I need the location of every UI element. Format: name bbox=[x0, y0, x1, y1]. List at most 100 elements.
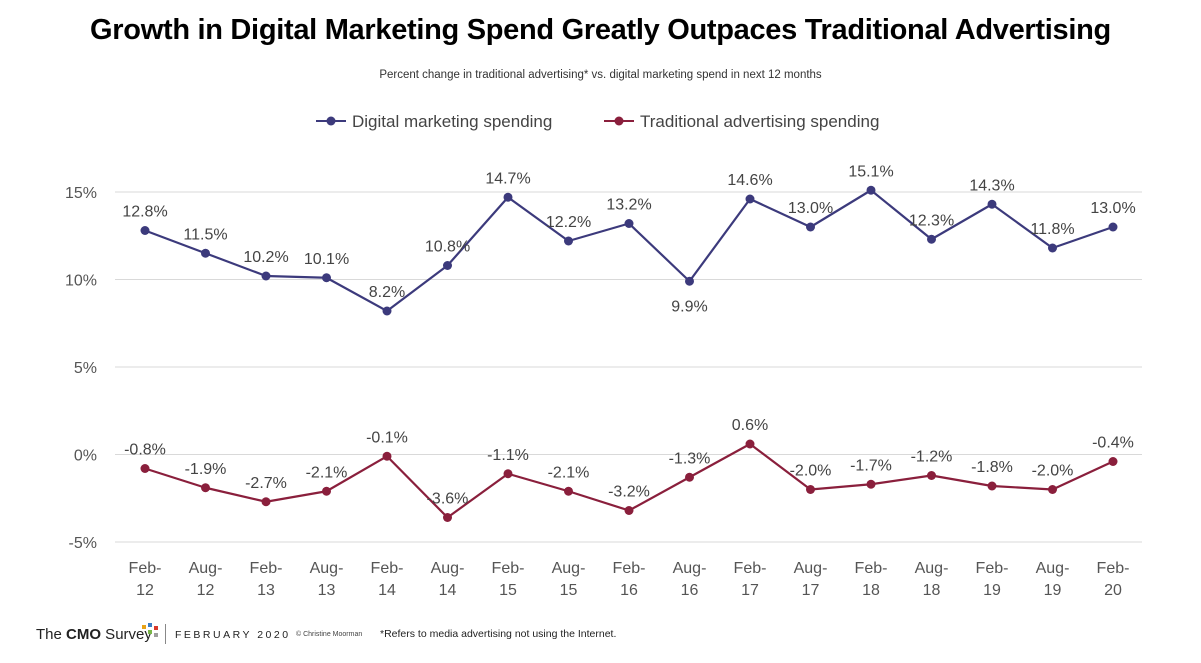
data-point bbox=[987, 481, 997, 491]
data-label: 10.2% bbox=[243, 249, 288, 266]
x-tick-label: Aug- bbox=[1036, 560, 1070, 577]
footer-date: FEBRUARY 2020 bbox=[175, 629, 291, 641]
data-label: 14.3% bbox=[969, 177, 1014, 194]
legend-marker bbox=[614, 116, 624, 126]
brand-square bbox=[148, 623, 152, 627]
data-label: 12.8% bbox=[122, 204, 167, 221]
x-tick-label: 12 bbox=[136, 582, 154, 599]
x-tick-label: 18 bbox=[862, 582, 880, 599]
x-tick-label: 18 bbox=[923, 582, 941, 599]
x-tick-label: 15 bbox=[560, 582, 578, 599]
data-label: -2.7% bbox=[245, 475, 287, 492]
footer-divider bbox=[165, 624, 166, 644]
data-point bbox=[685, 276, 694, 286]
data-label: -2.1% bbox=[306, 464, 348, 481]
x-tick-label: 15 bbox=[499, 582, 517, 599]
data-point bbox=[624, 506, 634, 515]
x-tick-label: Feb- bbox=[613, 560, 646, 577]
data-label: 12.3% bbox=[909, 212, 954, 229]
data-label: -3.6% bbox=[427, 491, 469, 508]
data-point bbox=[503, 192, 513, 202]
y-tick-label: 0% bbox=[74, 448, 97, 465]
x-tick-label: 14 bbox=[439, 582, 457, 599]
data-label: -1.7% bbox=[850, 457, 892, 474]
footer: The CMO Survey FEBRUARY 2020 © Christine… bbox=[0, 620, 1201, 650]
brand-logo: The CMO Survey bbox=[36, 626, 152, 643]
data-point bbox=[745, 439, 755, 449]
data-point bbox=[1108, 222, 1118, 232]
y-tick-label: 10% bbox=[65, 273, 97, 290]
data-point bbox=[987, 199, 997, 209]
data-label: -2.0% bbox=[1032, 463, 1074, 480]
x-tick-label: Aug- bbox=[915, 560, 949, 577]
x-tick-label: 14 bbox=[378, 582, 396, 599]
data-label: 10.8% bbox=[425, 239, 470, 256]
data-point bbox=[503, 469, 513, 479]
data-label: 11.8% bbox=[1030, 221, 1074, 238]
brand-bold: CMO bbox=[66, 626, 102, 643]
data-label: -2.0% bbox=[790, 463, 832, 480]
legend-label: Digital marketing spending bbox=[352, 112, 552, 131]
chart-subtitle: Percent change in traditional advertisin… bbox=[379, 69, 822, 81]
data-label: 13.2% bbox=[606, 197, 651, 214]
footer-copyright: © Christine Moorman bbox=[296, 631, 363, 638]
data-point bbox=[564, 236, 573, 246]
x-tick-label: Feb- bbox=[250, 560, 283, 577]
data-point bbox=[201, 483, 210, 493]
brand-squares-icon bbox=[142, 623, 160, 641]
data-point bbox=[624, 219, 634, 228]
x-tick-label: 17 bbox=[802, 582, 820, 599]
data-point bbox=[1048, 243, 1057, 253]
data-label: -0.1% bbox=[366, 429, 408, 446]
data-point bbox=[443, 261, 452, 270]
x-tick-label: 20 bbox=[1104, 582, 1122, 599]
data-label: 13.0% bbox=[788, 200, 833, 217]
x-tick-label: 19 bbox=[1044, 582, 1062, 599]
footnote: *Refers to media advertising not using t… bbox=[380, 628, 617, 640]
data-label: 13.0% bbox=[1090, 200, 1135, 217]
data-label: -1.1% bbox=[487, 447, 529, 464]
data-label: -1.9% bbox=[185, 461, 227, 478]
data-point bbox=[261, 497, 271, 507]
data-label: 11.5% bbox=[183, 226, 227, 243]
data-point bbox=[564, 486, 573, 496]
x-tick-label: Feb- bbox=[855, 560, 888, 577]
data-point bbox=[322, 273, 331, 283]
data-point bbox=[201, 248, 210, 258]
y-tick-label: -5% bbox=[69, 535, 97, 552]
data-point bbox=[322, 486, 331, 496]
x-tick-label: Aug- bbox=[310, 560, 344, 577]
line-chart: 15% 10% 5% 0% -5% Feb- 12 Aug- 12 Feb- 13 Aug- 13 Feb… bbox=[65, 112, 1142, 599]
data-label: -2.1% bbox=[548, 464, 590, 481]
data-label: 9.9% bbox=[671, 298, 707, 315]
data-point bbox=[745, 194, 755, 204]
data-label: -1.3% bbox=[669, 450, 711, 467]
data-point bbox=[806, 222, 815, 232]
data-point bbox=[140, 464, 150, 473]
data-point bbox=[866, 185, 876, 195]
x-tick-label: Aug- bbox=[794, 560, 828, 577]
data-point bbox=[1048, 485, 1057, 494]
data-point bbox=[140, 226, 150, 235]
y-tick-label: 5% bbox=[74, 360, 97, 377]
x-tick-label: 12 bbox=[197, 582, 215, 599]
data-point bbox=[443, 513, 452, 522]
legend-marker bbox=[326, 116, 336, 126]
x-tick-label: 13 bbox=[257, 582, 275, 599]
x-tick-label: Feb- bbox=[734, 560, 767, 577]
x-tick-label: Feb- bbox=[371, 560, 404, 577]
brand-prefix: The bbox=[36, 626, 67, 643]
data-point bbox=[382, 306, 392, 316]
data-label: 0.6% bbox=[732, 417, 768, 434]
brand-square bbox=[142, 625, 146, 629]
data-label: -3.2% bbox=[608, 484, 650, 501]
data-label: 15.1% bbox=[848, 163, 893, 180]
data-label: -0.4% bbox=[1092, 435, 1134, 452]
data-label: -1.8% bbox=[971, 459, 1013, 476]
y-tick-label: 15% bbox=[65, 185, 97, 202]
data-point bbox=[927, 234, 936, 244]
brand-square bbox=[154, 626, 158, 630]
x-tick-label: Feb- bbox=[129, 560, 162, 577]
data-label: 14.7% bbox=[485, 170, 530, 187]
data-point bbox=[866, 479, 876, 489]
